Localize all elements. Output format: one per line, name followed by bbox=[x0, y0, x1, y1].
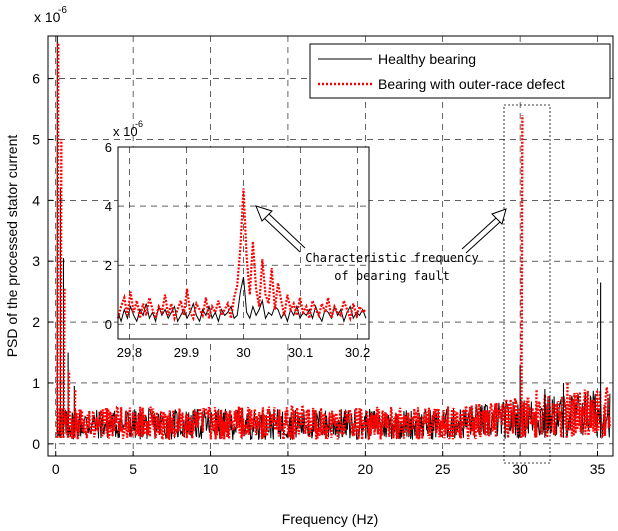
main-y-tick-label: 2 bbox=[32, 314, 40, 330]
inset-x-tick-label: 30.2 bbox=[345, 345, 370, 360]
legend-box bbox=[309, 43, 611, 99]
main-y-exponent-power: -6 bbox=[58, 5, 67, 16]
annotation-line-2: of bearing fault bbox=[334, 269, 450, 283]
inset-y-tick-label: 0 bbox=[105, 317, 112, 332]
inset-plot: 29.8 29.9 30 30.1 30.2 0 2 4 6 x 10 -6 bbox=[105, 119, 370, 360]
inset-series bbox=[116, 188, 367, 324]
main-x-tick-label: 20 bbox=[358, 461, 374, 477]
main-axes-frame bbox=[47, 35, 614, 457]
fault-highlight-box bbox=[503, 104, 551, 464]
main-y-exponent: x 10 bbox=[34, 9, 61, 25]
defect-peak bbox=[534, 389, 538, 438]
defect-peak bbox=[565, 382, 569, 438]
annotation-line-1: Characteristic frequency bbox=[305, 251, 478, 265]
y-axis-label: PSD of the processed stator current bbox=[4, 135, 20, 358]
defect-noise-trace bbox=[57, 387, 611, 440]
inset-y-tick-label: 6 bbox=[105, 140, 112, 155]
inset-y-tick-label: 2 bbox=[105, 258, 112, 273]
inset-y-tick-label: 4 bbox=[105, 199, 112, 214]
defect-peak bbox=[59, 139, 63, 438]
inset-x-tick-label: 30.1 bbox=[288, 345, 313, 360]
defect-peak bbox=[520, 115, 524, 438]
main-y-tick-label: 4 bbox=[32, 192, 40, 208]
inset-axes-frame bbox=[117, 146, 370, 340]
inset-plot-area bbox=[118, 147, 369, 339]
main-x-tick-label: 10 bbox=[203, 461, 219, 477]
legend-label-healthy: Healthy bearing bbox=[378, 51, 476, 67]
inset-defect-trace bbox=[116, 188, 367, 323]
main-x-tick-label: 5 bbox=[129, 461, 137, 477]
main-y-tick-label: 6 bbox=[32, 71, 40, 87]
main-series bbox=[56, 36, 611, 441]
defect-peak bbox=[66, 370, 71, 438]
main-y-tick-label: 0 bbox=[32, 436, 40, 452]
legend-label-defect: Bearing with outer-race defect bbox=[378, 76, 565, 92]
inset-y-exponent-power: -6 bbox=[135, 119, 143, 129]
inset-x-tick-label: 29.9 bbox=[174, 345, 199, 360]
main-x-tick-label: 35 bbox=[590, 461, 606, 477]
main-x-tick-label: 0 bbox=[52, 461, 60, 477]
arrow-to-peak-shaft bbox=[461, 217, 501, 254]
main-y-tick-label: 5 bbox=[32, 131, 40, 147]
inset-ticks: 29.8 29.9 30 30.1 30.2 0 2 4 6 bbox=[105, 140, 370, 360]
arrow-to-inset-head bbox=[255, 205, 273, 222]
arrow-to-inset-shaft bbox=[263, 213, 306, 253]
main-y-tick-label: 3 bbox=[32, 253, 40, 269]
main-x-tick-label: 15 bbox=[280, 461, 296, 477]
defect-peak bbox=[73, 389, 77, 438]
inset-y-exponent: x 10 bbox=[113, 124, 138, 139]
arrow-to-peak-head bbox=[491, 208, 507, 225]
inset-x-tick-label: 29.8 bbox=[117, 345, 142, 360]
defect-peak bbox=[56, 42, 60, 438]
main-x-tick-label: 25 bbox=[435, 461, 451, 477]
main-y-tick-label: 1 bbox=[32, 375, 40, 391]
main-x-tick-label: 30 bbox=[512, 461, 528, 477]
legend: Healthy bearing Bearing with outer-race … bbox=[309, 43, 611, 99]
annotation-arrows bbox=[255, 205, 507, 254]
x-axis-label: Frequency (Hz) bbox=[282, 511, 378, 527]
inset-x-tick-label: 30 bbox=[236, 345, 250, 360]
defect-peak bbox=[62, 288, 66, 438]
